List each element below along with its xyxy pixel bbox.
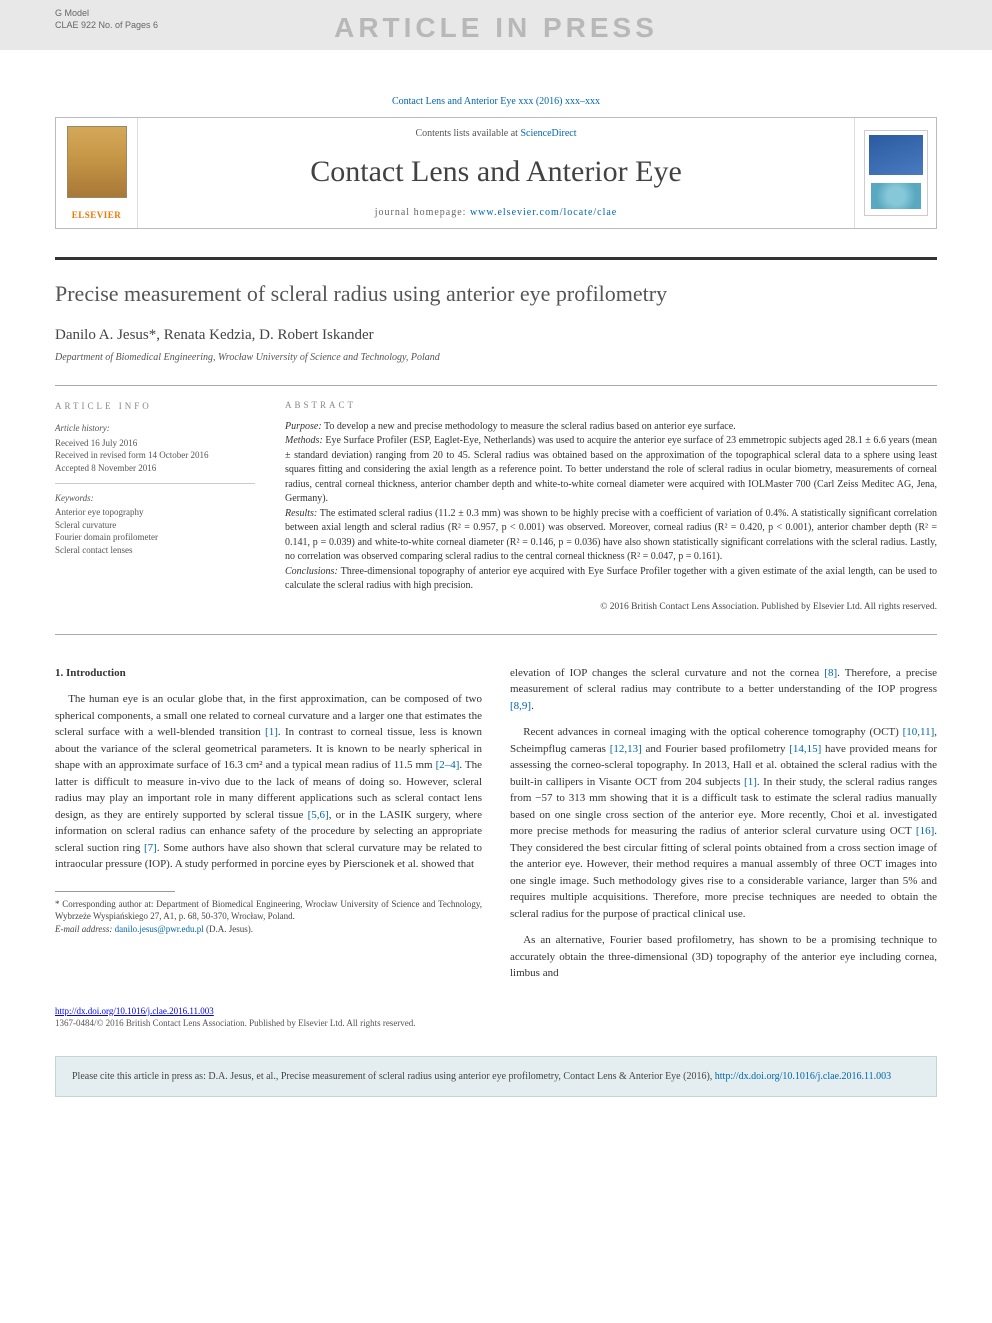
journal-ref-link[interactable]: Contact Lens and Anterior Eye xxx (2016)… xyxy=(392,96,600,107)
ref-7[interactable]: [7] xyxy=(144,842,157,854)
doi-link[interactable]: http://dx.doi.org/10.1016/j.clae.2016.11… xyxy=(55,1006,214,1016)
keyword-2: Scleral curvature xyxy=(55,519,255,532)
cite-box: Please cite this article in press as: D.… xyxy=(55,1056,937,1097)
watermark-header: G Model CLAE 922 No. of Pages 6 ARTICLE … xyxy=(0,0,992,50)
affiliation: Department of Biomedical Engineering, Wr… xyxy=(55,352,937,363)
journal-name: Contact Lens and Anterior Eye xyxy=(158,155,834,189)
journal-cover-icon xyxy=(864,130,928,216)
history-block: Article history: Received 16 July 2016 R… xyxy=(55,422,255,483)
right-column: elevation of IOP changes the scleral cur… xyxy=(510,665,937,992)
abstract-col: ABSTRACT Purpose: To develop a new and p… xyxy=(285,400,937,612)
purpose-text: To develop a new and precise methodology… xyxy=(322,421,736,432)
results-label: Results: xyxy=(285,508,317,519)
page-content: Contact Lens and Anterior Eye xxx (2016)… xyxy=(0,50,992,1127)
publisher-logo-box: ELSEVIER xyxy=(56,118,138,228)
copyright-footer: 1367-0484/© 2016 British Contact Lens As… xyxy=(55,1018,937,1028)
ref-2-4[interactable]: [2–4] xyxy=(436,759,460,771)
ref-8[interactable]: [8] xyxy=(824,667,837,679)
contents-prefix: Contents lists available at xyxy=(415,128,520,139)
gmodel-box: G Model CLAE 922 No. of Pages 6 xyxy=(55,8,158,31)
corresponding-footnote: * Corresponding author at: Department of… xyxy=(55,898,482,936)
banner-center: Contents lists available at ScienceDirec… xyxy=(138,118,854,228)
email-label: E-mail address: xyxy=(55,924,115,934)
body-columns: 1. Introduction The human eye is an ocul… xyxy=(55,665,937,992)
received-date: Received 16 July 2016 xyxy=(55,437,255,450)
keywords-head: Keywords: xyxy=(55,492,255,505)
cover-thumb-box xyxy=(854,118,936,228)
elsevier-tree-icon xyxy=(67,126,127,198)
rule-thin-2 xyxy=(55,634,937,635)
watermark-text: ARTICLE IN PRESS xyxy=(334,12,658,43)
para-1: The human eye is an ocular globe that, i… xyxy=(55,691,482,873)
revised-date: Received in revised form 14 October 2016 xyxy=(55,449,255,462)
purpose-label: Purpose: xyxy=(285,421,322,432)
doi-line: http://dx.doi.org/10.1016/j.clae.2016.11… xyxy=(55,1006,937,1016)
footnote-rule xyxy=(55,891,175,892)
keywords-block: Keywords: Anterior eye topography Sclera… xyxy=(55,492,255,557)
email-suffix: (D.A. Jesus). xyxy=(204,924,253,934)
email-line: E-mail address: danilo.jesus@pwr.edu.pl … xyxy=(55,923,482,936)
ref-5-6[interactable]: [5,6] xyxy=(308,809,329,821)
homepage-link[interactable]: www.elsevier.com/locate/clae xyxy=(470,207,617,218)
corr-author-text: * Corresponding author at: Department of… xyxy=(55,898,482,923)
keyword-4: Scleral contact lenses xyxy=(55,544,255,557)
ref-8-9[interactable]: [8,9] xyxy=(510,700,531,712)
conclusions-text: Three-dimensional topography of anterior… xyxy=(285,566,937,592)
ref-10-11[interactable]: [10,11] xyxy=(903,726,935,738)
homepage-prefix: journal homepage: xyxy=(375,207,470,218)
article-info-heading: ARTICLE INFO xyxy=(55,400,255,413)
rule-thin-1 xyxy=(55,385,937,386)
results-text: The estimated scleral radius (11.2 ± 0.3… xyxy=(285,508,937,563)
publisher-name: ELSEVIER xyxy=(72,210,122,220)
cite-doi-link[interactable]: http://dx.doi.org/10.1016/j.clae.2016.11… xyxy=(715,1071,891,1082)
cite-prefix: Please cite this article in press as: D.… xyxy=(72,1071,715,1082)
contents-line: Contents lists available at ScienceDirec… xyxy=(158,128,834,139)
methods-text: Eye Surface Profiler (ESP, Eaglet-Eye, N… xyxy=(285,435,937,504)
accepted-date: Accepted 8 November 2016 xyxy=(55,462,255,475)
gmodel-line2: CLAE 922 No. of Pages 6 xyxy=(55,20,158,32)
history-head: Article history: xyxy=(55,422,255,435)
homepage-line: journal homepage: www.elsevier.com/locat… xyxy=(158,207,834,218)
keyword-3: Fourier domain profilometer xyxy=(55,531,255,544)
ref-1[interactable]: [1] xyxy=(265,726,278,738)
email-link[interactable]: danilo.jesus@pwr.edu.pl xyxy=(115,924,204,934)
ref-16[interactable]: [16] xyxy=(916,825,934,837)
left-column: 1. Introduction The human eye is an ocul… xyxy=(55,665,482,992)
journal-banner: ELSEVIER Contents lists available at Sci… xyxy=(55,117,937,229)
journal-reference: Contact Lens and Anterior Eye xxx (2016)… xyxy=(55,90,937,117)
para-4: As an alternative, Fourier based profilo… xyxy=(510,932,937,982)
conclusions-label: Conclusions: xyxy=(285,566,338,577)
article-info-col: ARTICLE INFO Article history: Received 1… xyxy=(55,400,255,612)
para-3: Recent advances in corneal imaging with … xyxy=(510,724,937,922)
ref-14-15[interactable]: [14,15] xyxy=(789,743,821,755)
abstract-heading: ABSTRACT xyxy=(285,400,937,410)
authors: Danilo A. Jesus*, Renata Kedzia, D. Robe… xyxy=(55,327,937,344)
section-1-head: 1. Introduction xyxy=(55,665,482,682)
methods-label: Methods: xyxy=(285,435,323,446)
meta-row: ARTICLE INFO Article history: Received 1… xyxy=(55,400,937,612)
sciencedirect-link[interactable]: ScienceDirect xyxy=(520,128,576,139)
ref-12-13[interactable]: [12,13] xyxy=(610,743,642,755)
gmodel-line1: G Model xyxy=(55,8,158,20)
rule-thick xyxy=(55,257,937,260)
article-title: Precise measurement of scleral radius us… xyxy=(55,280,937,309)
ref-1b[interactable]: [1] xyxy=(744,776,757,788)
abstract-copyright: © 2016 British Contact Lens Association.… xyxy=(285,602,937,612)
para-2: elevation of IOP changes the scleral cur… xyxy=(510,665,937,715)
abstract-text: Purpose: To develop a new and precise me… xyxy=(285,420,937,594)
keyword-1: Anterior eye topography xyxy=(55,506,255,519)
